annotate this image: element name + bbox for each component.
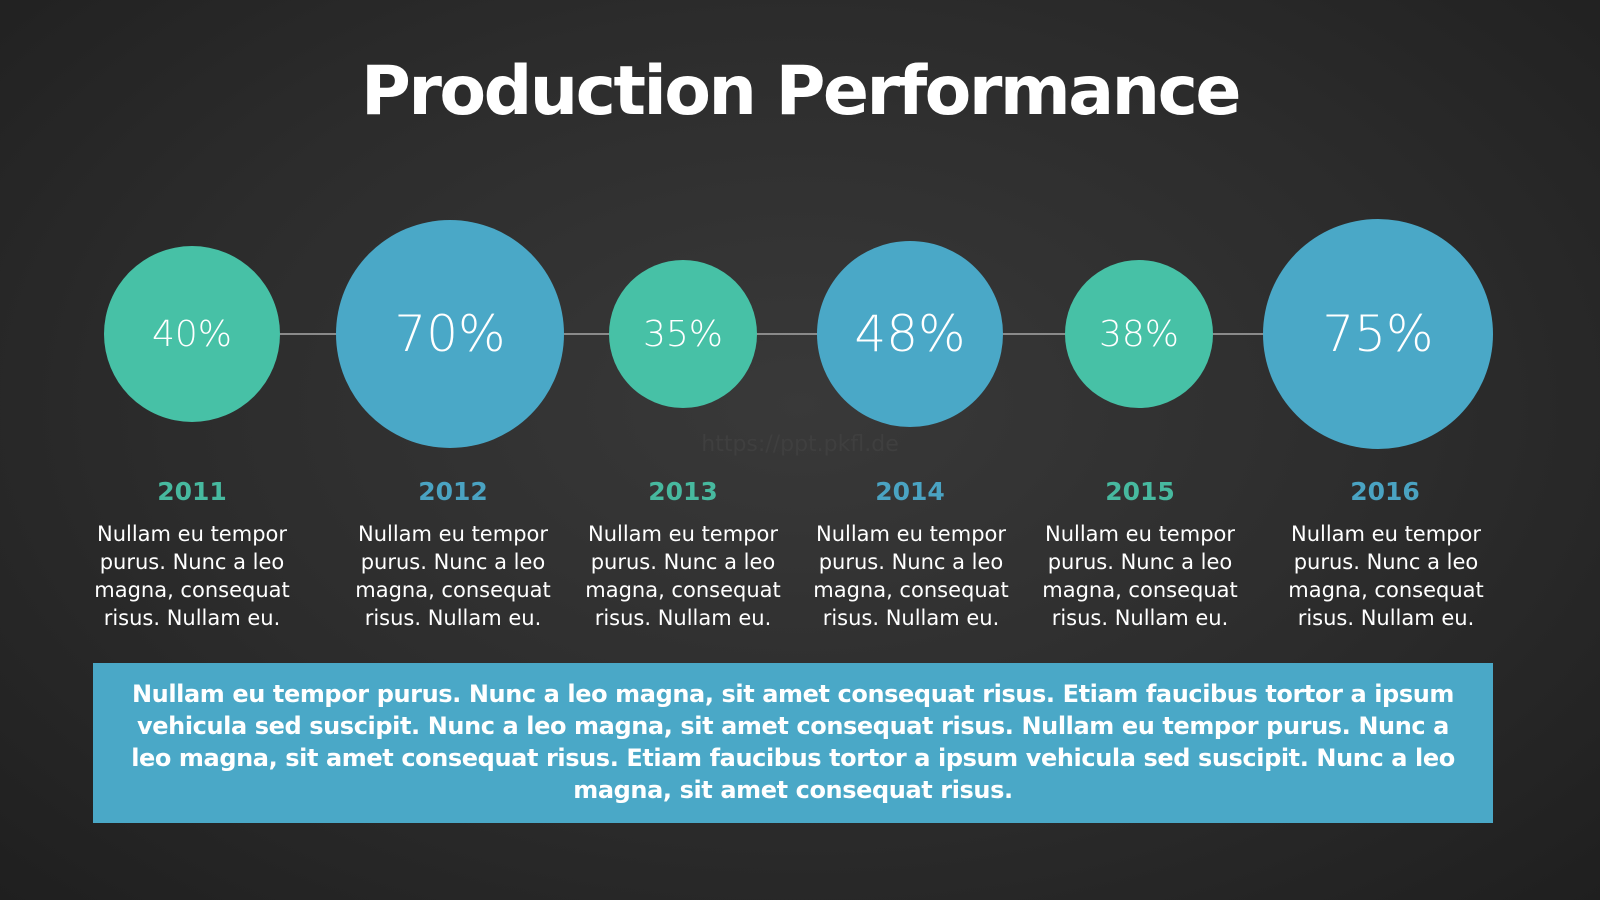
watermark: https://ppt.pkfl.de — [701, 432, 899, 457]
year-label-2012: 2012 — [418, 477, 488, 506]
timeline-circle-2014: 48% — [817, 241, 1003, 427]
timeline-circle-2015: 38% — [1065, 260, 1213, 408]
percentage-value: 75% — [1322, 305, 1434, 363]
year-description-2012: Nullam eu tempor purus. Nunc a leo magna… — [355, 522, 551, 630]
year-label-2015: 2015 — [1105, 477, 1175, 506]
year-description-2015: Nullam eu tempor purus. Nunc a leo magna… — [1042, 522, 1238, 630]
year-description-2014: Nullam eu tempor purus. Nunc a leo magna… — [813, 522, 1009, 630]
timeline-circle-2011: 40% — [104, 246, 280, 422]
percentage-value: 35% — [642, 313, 723, 355]
summary-box: Nullam eu tempor purus. Nunc a leo magna… — [93, 663, 1493, 823]
summary-text: Nullam eu tempor purus. Nunc a leo magna… — [131, 680, 1455, 804]
timeline-circle-2013: 35% — [609, 260, 757, 408]
year-description-2011: Nullam eu tempor purus. Nunc a leo magna… — [94, 522, 290, 630]
year-label-2011: 2011 — [157, 477, 227, 506]
percentage-value: 38% — [1098, 313, 1179, 355]
year-description-2013: Nullam eu tempor purus. Nunc a leo magna… — [585, 522, 781, 630]
timeline-connector-line — [190, 333, 1380, 335]
slide-title: Production Performance — [360, 52, 1242, 131]
year-label-2014: 2014 — [875, 477, 945, 506]
year-label-2016: 2016 — [1350, 477, 1420, 506]
timeline-circle-2016: 75% — [1263, 219, 1493, 449]
year-label-2013: 2013 — [648, 477, 718, 506]
percentage-value: 70% — [394, 305, 506, 363]
percentage-value: 48% — [854, 305, 966, 363]
year-description-2016: Nullam eu tempor purus. Nunc a leo magna… — [1288, 522, 1484, 630]
timeline-circle-2012: 70% — [336, 220, 564, 448]
percentage-value: 40% — [151, 313, 232, 355]
